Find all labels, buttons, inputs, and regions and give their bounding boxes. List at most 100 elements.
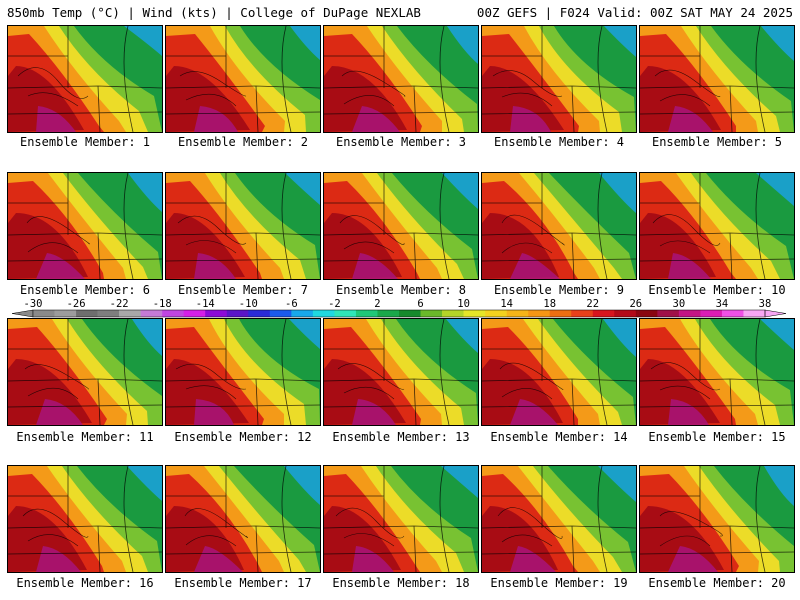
colorbar-swatch	[377, 310, 400, 317]
colorbar-swatch	[700, 310, 723, 317]
colorbar-swatch	[721, 310, 744, 317]
ensemble-member-label: Ensemble Member: 3	[335, 135, 467, 149]
ensemble-member-label: Ensemble Member: 1	[19, 135, 151, 149]
colorbar-swatch	[97, 310, 120, 317]
colorbar-tick-label: 30	[673, 298, 686, 310]
temperature-map	[8, 466, 162, 572]
colorbar-swatch	[549, 310, 572, 317]
ensemble-member-label: Ensemble Member: 18	[332, 576, 470, 590]
colorbar-tick-label: 22	[586, 298, 599, 310]
ensemble-map-panel	[323, 25, 479, 133]
ensemble-map-panel	[165, 318, 321, 426]
colorbar-swatch	[571, 310, 594, 317]
temperature-map	[640, 319, 794, 425]
ensemble-member-label: Ensemble Member: 11	[16, 430, 154, 444]
colorbar-swatch	[226, 310, 249, 317]
ensemble-map-panel	[323, 465, 479, 573]
ensemble-member-label: Ensemble Member: 8	[335, 283, 467, 297]
temperature-map	[166, 319, 320, 425]
colorbar-swatch	[248, 310, 271, 317]
temperature-map	[482, 319, 636, 425]
colorbar-tick-label: -2	[328, 298, 341, 310]
ensemble-map-panel	[481, 465, 637, 573]
colorbar-swatch	[485, 310, 507, 317]
colorbar-swatch	[76, 310, 98, 317]
colorbar-tick-label: -14	[196, 298, 215, 310]
temperature-map	[324, 466, 478, 572]
ensemble-map-panel	[7, 25, 163, 133]
ensemble-member-label: Ensemble Member: 16	[16, 576, 154, 590]
colorbar-swatch	[678, 310, 701, 317]
ensemble-map-panel	[481, 25, 637, 133]
colorbar-swatch	[334, 310, 357, 317]
ensemble-map-panel	[639, 172, 795, 280]
colorbar-tick-label: 26	[629, 298, 642, 310]
temperature-map	[640, 173, 794, 279]
ensemble-member-label: Ensemble Member: 19	[490, 576, 628, 590]
colorbar-swatch	[205, 310, 228, 317]
colorbar-swatch	[657, 310, 680, 317]
colorbar-swatch	[312, 310, 335, 317]
ensemble-map-panel	[639, 25, 795, 133]
colorbar-tick-label: 34	[716, 298, 729, 310]
temperature-map	[8, 319, 162, 425]
colorbar-tick-label: -18	[153, 298, 172, 310]
colorbar-tick-label: -30	[24, 298, 43, 310]
colorbar-tick-label: -10	[239, 298, 258, 310]
ensemble-member-label: Ensemble Member: 15	[648, 430, 786, 444]
chart-title: 850mb Temp (°C) | Wind (kts) | College o…	[7, 5, 421, 20]
colorbar-swatch	[614, 310, 637, 317]
colorbar-tick-label: 6	[417, 298, 423, 310]
ensemble-member-label: Ensemble Member: 10	[648, 283, 786, 297]
colorbar-swatch	[269, 310, 292, 317]
colorbar-tick-label: -6	[285, 298, 298, 310]
ensemble-map-panel	[7, 172, 163, 280]
colorbar-swatch	[420, 310, 443, 317]
colorbar-swatch	[183, 310, 206, 317]
ensemble-member-label: Ensemble Member: 4	[493, 135, 625, 149]
colorbar-right-arrow	[764, 309, 787, 318]
colorbar-tick-label: 10	[457, 298, 470, 310]
ensemble-member-label: Ensemble Member: 5	[651, 135, 783, 149]
colorbar-swatch	[743, 310, 766, 317]
ensemble-map-panel	[165, 172, 321, 280]
temperature-map	[166, 173, 320, 279]
temperature-map	[8, 173, 162, 279]
colorbar-swatch	[291, 310, 314, 317]
colorbar-tick-label: 2	[374, 298, 380, 310]
temperature-map	[166, 466, 320, 572]
ensemble-member-label: Ensemble Member: 20	[648, 576, 786, 590]
temperature-map	[324, 173, 478, 279]
ensemble-member-label: Ensemble Member: 7	[177, 283, 309, 297]
ensemble-map-panel	[323, 318, 479, 426]
colorbar-swatch	[399, 310, 421, 317]
model-valid-time: 00Z GEFS | F024 Valid: 00Z SAT MAY 24 20…	[476, 5, 793, 20]
colorbar-swatch	[506, 310, 529, 317]
temperature-map	[324, 319, 478, 425]
colorbar-tick-label: -22	[110, 298, 129, 310]
temperature-colorbar: -30 -26 -22 -18 -14 -10 -6 -2 2 6 10 14 18 22 26 30 34 38…	[11, 298, 787, 318]
ensemble-map-panel	[165, 25, 321, 133]
ensemble-member-label: Ensemble Member: 2	[177, 135, 309, 149]
colorbar-tick-label: 14	[500, 298, 513, 310]
ensemble-map-panel	[639, 465, 795, 573]
ensemble-map-panel	[323, 172, 479, 280]
temperature-map	[640, 466, 794, 572]
colorbar-swatch	[119, 310, 141, 317]
colorbar-tick-label: -26	[67, 298, 86, 310]
temperature-map	[324, 26, 478, 132]
ensemble-map-panel	[165, 465, 321, 573]
ensemble-map-panel	[481, 172, 637, 280]
colorbar-swatch	[33, 310, 55, 317]
colorbar-tick-label: 38	[759, 298, 772, 310]
colorbar-swatch	[592, 310, 615, 317]
temperature-map	[482, 466, 636, 572]
ensemble-member-label: Ensemble Member: 14	[490, 430, 628, 444]
ensemble-map-panel	[639, 318, 795, 426]
colorbar-swatch	[528, 310, 551, 317]
colorbar-swatch	[635, 310, 658, 317]
colorbar-swatch	[355, 310, 378, 317]
ensemble-member-label: Ensemble Member: 17	[174, 576, 312, 590]
temperature-map	[482, 26, 636, 132]
ensemble-member-label: Ensemble Member: 6	[19, 283, 151, 297]
